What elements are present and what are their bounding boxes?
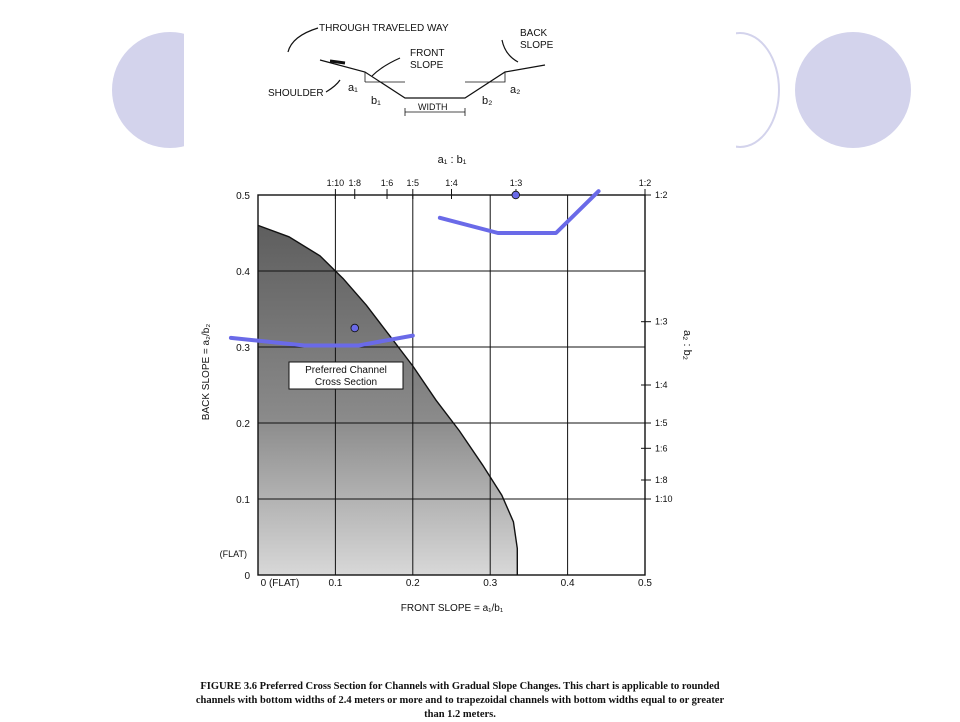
top-tick-label: 1:4 bbox=[445, 178, 458, 188]
back-slope-leader bbox=[501, 39, 519, 63]
width-label: WIDTH bbox=[418, 102, 448, 112]
preferred-region-area bbox=[258, 225, 518, 575]
x-tick-label: 0.3 bbox=[483, 578, 497, 589]
through-traveled-way-label: THROUGH TRAVELED WAY bbox=[319, 23, 449, 34]
x-axis-title: FRONT SLOPE = a₁/b₁ bbox=[401, 603, 504, 614]
back-slope-label-2: SLOPE bbox=[520, 40, 554, 51]
top-tick-label: 1:5 bbox=[407, 178, 420, 188]
y-tick-label: 0.5 bbox=[236, 191, 250, 202]
x-tick-label: 0 (FLAT) bbox=[261, 578, 300, 589]
y-flat-label: (FLAT) bbox=[220, 549, 247, 559]
right-axis-title: a₂ : b₂ bbox=[681, 330, 693, 360]
axis-ticks: 0 (FLAT) 0.1 0.2 0.3 0.4 0.5 0 0.1 0.2 0.3 0.4 0.5 1… bbox=[236, 178, 672, 589]
right-tick-label: 1:8 bbox=[655, 475, 668, 485]
x-tick-label: 0.1 bbox=[328, 578, 342, 589]
y-tick-label: 0.3 bbox=[236, 343, 250, 354]
right-tick-label: 1:2 bbox=[655, 190, 668, 200]
right-tick-label: 1:5 bbox=[655, 418, 668, 428]
preferred-region-boundary bbox=[257, 224, 518, 575]
region-label-line-2: Cross Section bbox=[315, 377, 377, 388]
decorative-circle-right bbox=[795, 32, 911, 148]
b2-dimension bbox=[465, 72, 506, 83]
preferred-region bbox=[257, 224, 518, 575]
front-slope-label-2: SLOPE bbox=[410, 60, 444, 71]
annotation-point bbox=[511, 190, 520, 200]
shoulder-leader bbox=[325, 79, 341, 93]
front-slope-leader bbox=[371, 57, 401, 77]
front-slope-label-1: FRONT bbox=[410, 48, 444, 59]
top-tick-label: 1:6 bbox=[381, 178, 394, 188]
annotation-line bbox=[437, 189, 601, 235]
top-tick-label: 1:3 bbox=[510, 178, 523, 188]
x-tick-label: 0.2 bbox=[406, 578, 420, 589]
cross-section-sketch bbox=[287, 27, 546, 116]
b1-dimension bbox=[364, 72, 405, 83]
y-tick-label: 0.1 bbox=[236, 495, 250, 506]
a2-label: a₂ bbox=[510, 84, 520, 96]
shoulder-label: SHOULDER bbox=[268, 88, 324, 99]
top-tick-label: 1:8 bbox=[348, 178, 361, 188]
y-axis-title: BACK SLOPE = a₂/b₂ bbox=[201, 324, 212, 421]
b1-label: b₁ bbox=[371, 95, 381, 107]
right-tick-label: 1:10 bbox=[655, 494, 673, 504]
b2-label: b₂ bbox=[482, 95, 492, 107]
top-tick-label: 1:2 bbox=[639, 178, 652, 188]
annotations bbox=[228, 189, 601, 348]
right-tick-label: 1:6 bbox=[655, 443, 668, 453]
top-tick-label: 1:10 bbox=[327, 178, 345, 188]
decorative-ring-right bbox=[700, 32, 780, 148]
right-tick-label: 1:4 bbox=[655, 380, 668, 390]
back-slope-label-1: BACK bbox=[520, 28, 548, 39]
width-dimension bbox=[404, 108, 466, 116]
road-edge bbox=[329, 59, 346, 65]
x-tick-label: 0.5 bbox=[638, 578, 652, 589]
y-tick-label: 0.4 bbox=[236, 267, 250, 278]
x-tick-label: 0.4 bbox=[561, 578, 575, 589]
figure-caption: FIGURE 3.6 Preferred Cross Section for C… bbox=[195, 681, 725, 720]
traveled-way-leader bbox=[287, 27, 319, 53]
y-tick-label: 0 bbox=[244, 571, 250, 582]
top-axis-title: a₁ : b₁ bbox=[438, 154, 467, 166]
a1-label: a₁ bbox=[348, 82, 358, 94]
right-tick-label: 1:3 bbox=[655, 317, 668, 327]
region-label-line-1: Preferred Channel bbox=[305, 365, 387, 376]
y-tick-label: 0.2 bbox=[236, 419, 250, 430]
channel-profile bbox=[319, 59, 546, 99]
annotation-point bbox=[350, 323, 359, 333]
annotation-line bbox=[228, 333, 415, 348]
region-label-box bbox=[288, 361, 404, 390]
